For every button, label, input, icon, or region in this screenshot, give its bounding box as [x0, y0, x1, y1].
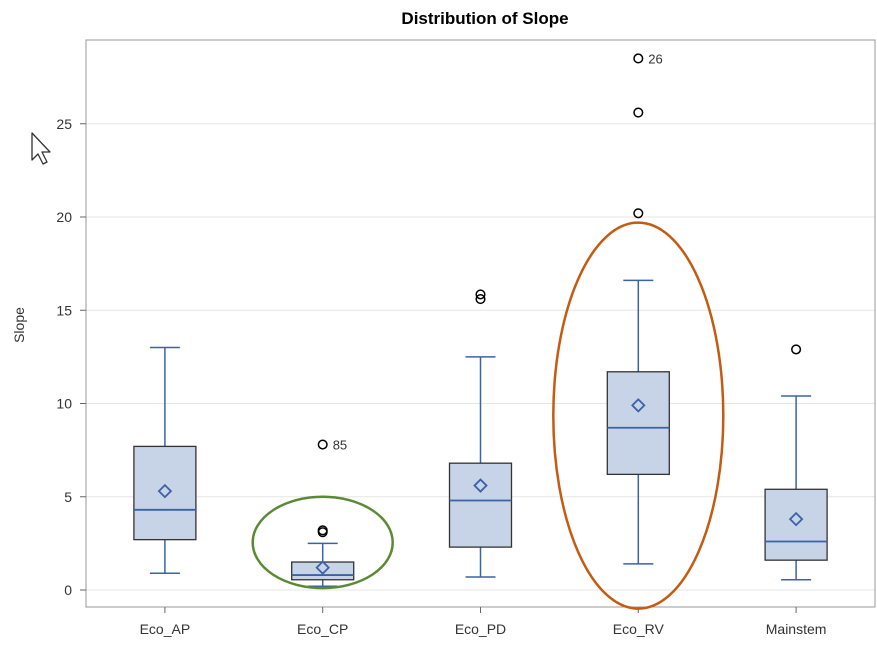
mean-marker — [631, 398, 646, 413]
x-axis-ticks: Eco_AP Eco_CP Eco_PD Eco_RV Mainstem — [140, 607, 827, 637]
y-axis-label: Slope — [11, 307, 27, 343]
highlight-ellipse — [251, 495, 394, 590]
highlight-ellipse — [552, 221, 725, 610]
mean-marker — [788, 511, 804, 527]
outlier-point — [633, 53, 644, 64]
iqr-box — [448, 462, 513, 548]
chart-title: Distribution of Slope — [401, 9, 568, 28]
iqr-box — [291, 561, 355, 581]
mean-marker — [473, 478, 488, 493]
outlier-point — [633, 208, 644, 219]
box-eco-ap — [133, 346, 197, 574]
y-axis-ticks: 0 5 10 15 20 25 — [56, 116, 86, 598]
outlier-point — [633, 107, 644, 118]
outlier-label: 26 — [648, 51, 662, 66]
iqr-box — [133, 445, 197, 541]
outlier-label: 85 — [333, 438, 347, 453]
annotations — [251, 221, 725, 610]
box-eco-pd — [448, 289, 513, 578]
y-tick-label: 0 — [64, 582, 72, 598]
box-eco-rv: 26 — [606, 51, 670, 565]
x-tick-label: Eco_PD — [455, 621, 506, 637]
box-mainstem — [764, 344, 828, 581]
y-tick-label: 5 — [64, 489, 72, 505]
outlier-point — [791, 344, 802, 355]
mean-marker — [157, 483, 173, 499]
x-tick-label: Eco_RV — [613, 621, 665, 637]
outlier-point — [475, 294, 486, 305]
box-eco-cp: 85 — [291, 438, 355, 588]
x-tick-label: Eco_CP — [297, 621, 348, 637]
x-tick-label: Eco_AP — [140, 621, 191, 637]
outlier-point — [317, 439, 328, 450]
outlier-point — [475, 289, 486, 300]
mouse-cursor-icon — [31, 132, 51, 165]
y-tick-label: 10 — [56, 396, 72, 412]
y-tick-label: 25 — [56, 116, 72, 132]
iqr-box — [606, 371, 670, 476]
x-tick-label: Mainstem — [766, 621, 827, 637]
mean-marker — [315, 560, 330, 575]
y-tick-label: 15 — [56, 302, 72, 318]
y-tick-label: 20 — [56, 209, 72, 225]
boxes: 85 26 — [133, 51, 828, 588]
outlier-point — [317, 525, 328, 536]
